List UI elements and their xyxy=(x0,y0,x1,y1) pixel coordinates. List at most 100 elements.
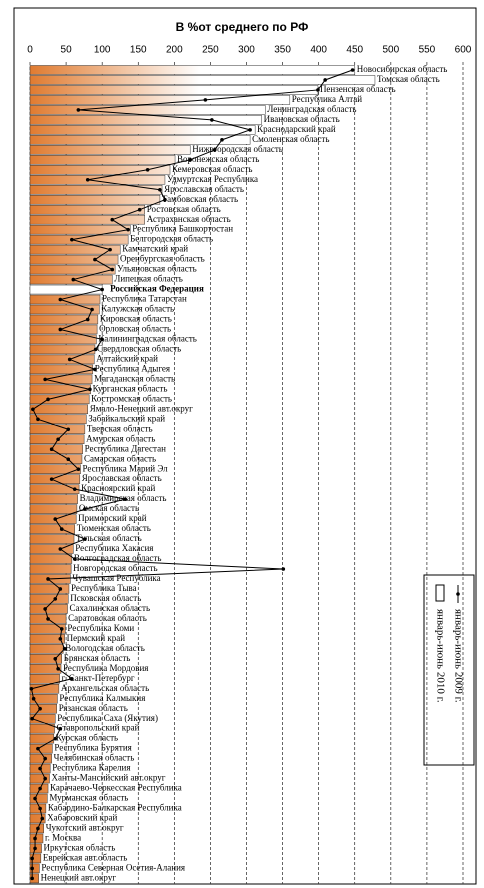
line-marker xyxy=(38,806,42,811)
category-label: Республика Коми xyxy=(67,623,134,633)
frame xyxy=(13,7,477,885)
line-marker xyxy=(43,377,47,382)
category-label: Пермский край xyxy=(67,633,126,643)
bar xyxy=(29,324,98,335)
bar xyxy=(29,753,52,764)
category-label: Республика Татарстан xyxy=(102,294,187,304)
category-label: Смоленская область xyxy=(252,134,329,144)
line-marker xyxy=(72,487,77,491)
category-label: Мурманская область xyxy=(49,793,128,803)
x-tick-label: 500 xyxy=(382,45,399,56)
category-label: Томская область xyxy=(377,74,440,84)
bar xyxy=(29,514,77,524)
bar xyxy=(29,803,47,814)
category-label: Республика Хакасия xyxy=(75,543,153,553)
line-marker xyxy=(36,746,40,751)
bar xyxy=(29,464,81,474)
line-marker xyxy=(163,197,167,202)
category-label: Челябинская область xyxy=(54,753,135,763)
bar xyxy=(29,394,90,405)
x-tick-label: 50 xyxy=(61,45,73,56)
category-label: Орловская область xyxy=(99,324,171,334)
category-label: Астраханская область xyxy=(147,214,231,224)
bar xyxy=(29,125,256,135)
category-label: Алтайский край xyxy=(96,353,158,363)
line-marker xyxy=(30,856,34,861)
category-label: Хабаровский край xyxy=(47,813,117,823)
category-label: Чукотский авт.округ xyxy=(46,823,124,833)
bar xyxy=(29,65,355,75)
category-label: Кабардино-Балкарская Республика xyxy=(48,803,182,813)
bar xyxy=(29,853,42,864)
line-marker xyxy=(58,637,63,641)
bar xyxy=(29,773,50,784)
bar xyxy=(29,85,319,95)
line-marker xyxy=(323,78,327,82)
category-label: Республика Бурятия xyxy=(54,743,131,753)
line-marker xyxy=(53,517,58,521)
line-marker xyxy=(46,617,50,621)
line-marker xyxy=(43,607,47,611)
line-marker xyxy=(58,547,63,551)
category-label: Вологодская область xyxy=(65,643,145,653)
category-label: Липецкая область xyxy=(114,274,183,284)
line-marker xyxy=(36,417,40,422)
category-label: Свердловская область xyxy=(97,343,181,353)
line-marker xyxy=(158,187,162,192)
category-label: Калужская область xyxy=(101,304,174,314)
bar xyxy=(29,644,64,654)
category-label: Республика Дагестан xyxy=(85,443,166,453)
category-label: Республика Башкортостан xyxy=(132,224,233,234)
bar xyxy=(29,214,145,225)
line-marker xyxy=(38,706,42,711)
x-tick-label: 450 xyxy=(346,45,363,56)
bar xyxy=(29,654,63,664)
line-marker xyxy=(88,387,92,392)
category-label: Ненецкий авт.округ xyxy=(41,872,117,882)
line-marker xyxy=(66,427,71,432)
line-marker xyxy=(248,128,252,132)
bar xyxy=(29,194,161,205)
line-marker xyxy=(90,307,94,312)
line-marker xyxy=(108,247,112,252)
bar xyxy=(29,244,121,255)
category-label: Республика Калмыкия xyxy=(59,693,145,703)
category-label: Новосибирская область xyxy=(357,64,448,74)
bar xyxy=(29,793,48,804)
line-marker xyxy=(85,177,90,182)
line-marker xyxy=(58,327,63,332)
line-marker xyxy=(110,267,115,272)
category-label: Магаданская область xyxy=(94,373,175,383)
category-label: Омская область xyxy=(79,503,139,513)
line xyxy=(30,69,353,879)
line-marker xyxy=(83,537,87,541)
x-tick-label: 550 xyxy=(419,45,436,56)
bar xyxy=(29,334,97,345)
bar xyxy=(29,873,39,884)
line-marker xyxy=(137,207,142,212)
legend-marker xyxy=(456,592,460,596)
category-label: Архангельская область xyxy=(61,683,149,693)
bar xyxy=(29,344,96,355)
legend-box xyxy=(423,574,475,766)
bar xyxy=(29,863,40,874)
legend-label: январь-июнь 2010 г. xyxy=(434,609,446,703)
bar xyxy=(29,674,60,684)
category-label: Калининградская область xyxy=(98,334,196,344)
bar xyxy=(29,813,46,824)
line-marker xyxy=(67,357,72,362)
category-label: Нижегородская область xyxy=(192,144,283,154)
category-label: Иркутская область xyxy=(44,842,116,852)
bar xyxy=(29,165,171,175)
category-label: Республика Алтай xyxy=(292,94,362,104)
line-marker xyxy=(38,766,42,771)
legend-label: январь-июнь 2009 г. xyxy=(452,609,464,703)
line-marker xyxy=(53,657,58,661)
bar xyxy=(29,145,191,155)
bar xyxy=(29,693,58,704)
x-tick-label: 100 xyxy=(94,45,111,56)
line-marker xyxy=(59,627,64,631)
category-label: Республика Северная Осетия-Алания xyxy=(41,862,185,872)
line-marker xyxy=(72,557,77,561)
line-marker xyxy=(93,347,98,352)
